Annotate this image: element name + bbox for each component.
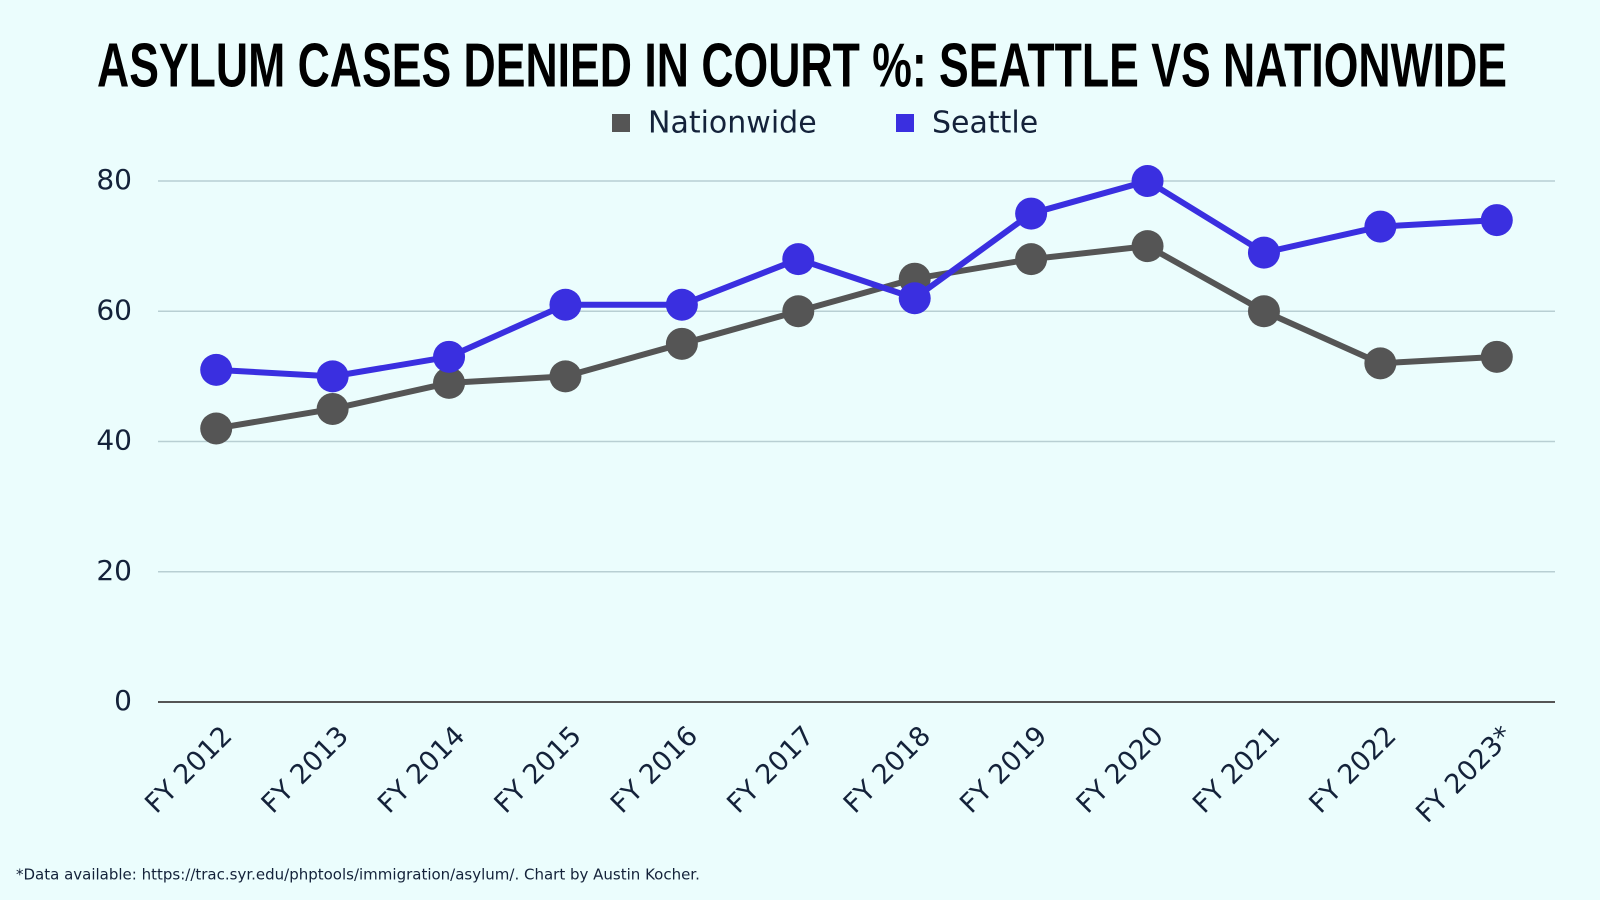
point	[1015, 243, 1048, 276]
point	[316, 360, 349, 393]
point	[1131, 165, 1164, 197]
point	[1480, 204, 1513, 237]
series-line	[215, 243, 1497, 432]
y-tick-label: 40	[96, 424, 132, 457]
x-tick-label: FY 2015	[488, 720, 587, 819]
x-tick-label: FY 2012	[139, 720, 238, 819]
point	[898, 282, 931, 315]
y-tick-label: 60	[96, 293, 132, 326]
point	[200, 412, 233, 445]
legend-swatch	[612, 114, 630, 132]
series-line	[216, 178, 1497, 380]
point	[1131, 230, 1164, 263]
point	[200, 353, 233, 386]
point	[1015, 197, 1048, 230]
x-tick-label: FY 2018	[838, 720, 937, 819]
x-tick-label: FY 2019	[954, 720, 1053, 819]
legend-label: Seattle	[932, 106, 1038, 141]
point	[782, 243, 815, 276]
y-tick-label: 0	[114, 684, 132, 717]
point	[1480, 340, 1513, 373]
point	[665, 327, 698, 360]
x-tick-label: FY 2014	[372, 720, 471, 819]
x-tick-label: FY 2021	[1187, 720, 1286, 819]
x-tick-label: FY 2023*	[1410, 720, 1519, 829]
x-tick-label: FY 2017	[721, 720, 820, 819]
y-tick-label: 80	[96, 163, 132, 196]
point	[549, 288, 582, 321]
y-tick-label: 20	[96, 554, 132, 587]
point	[1247, 295, 1280, 328]
chart-title: ASYLUM CASES DENIED IN COURT %: SEATTLE …	[97, 31, 1507, 100]
x-tick-label: FY 2020	[1071, 720, 1170, 819]
legend-label: Nationwide	[648, 106, 817, 141]
point	[782, 295, 815, 328]
x-tick-label: FY 2022	[1303, 720, 1402, 819]
point	[316, 392, 349, 425]
point	[549, 360, 582, 393]
footnote: *Data available: https://trac.syr.edu/ph…	[16, 866, 700, 884]
x-tick-label: FY 2013	[256, 720, 355, 819]
point	[433, 340, 466, 373]
point	[1247, 236, 1280, 269]
legend-swatch	[896, 114, 914, 132]
point	[1364, 210, 1397, 243]
x-tick-label: FY 2016	[605, 720, 704, 819]
point	[665, 288, 698, 321]
point	[433, 366, 466, 399]
point	[1364, 347, 1397, 380]
